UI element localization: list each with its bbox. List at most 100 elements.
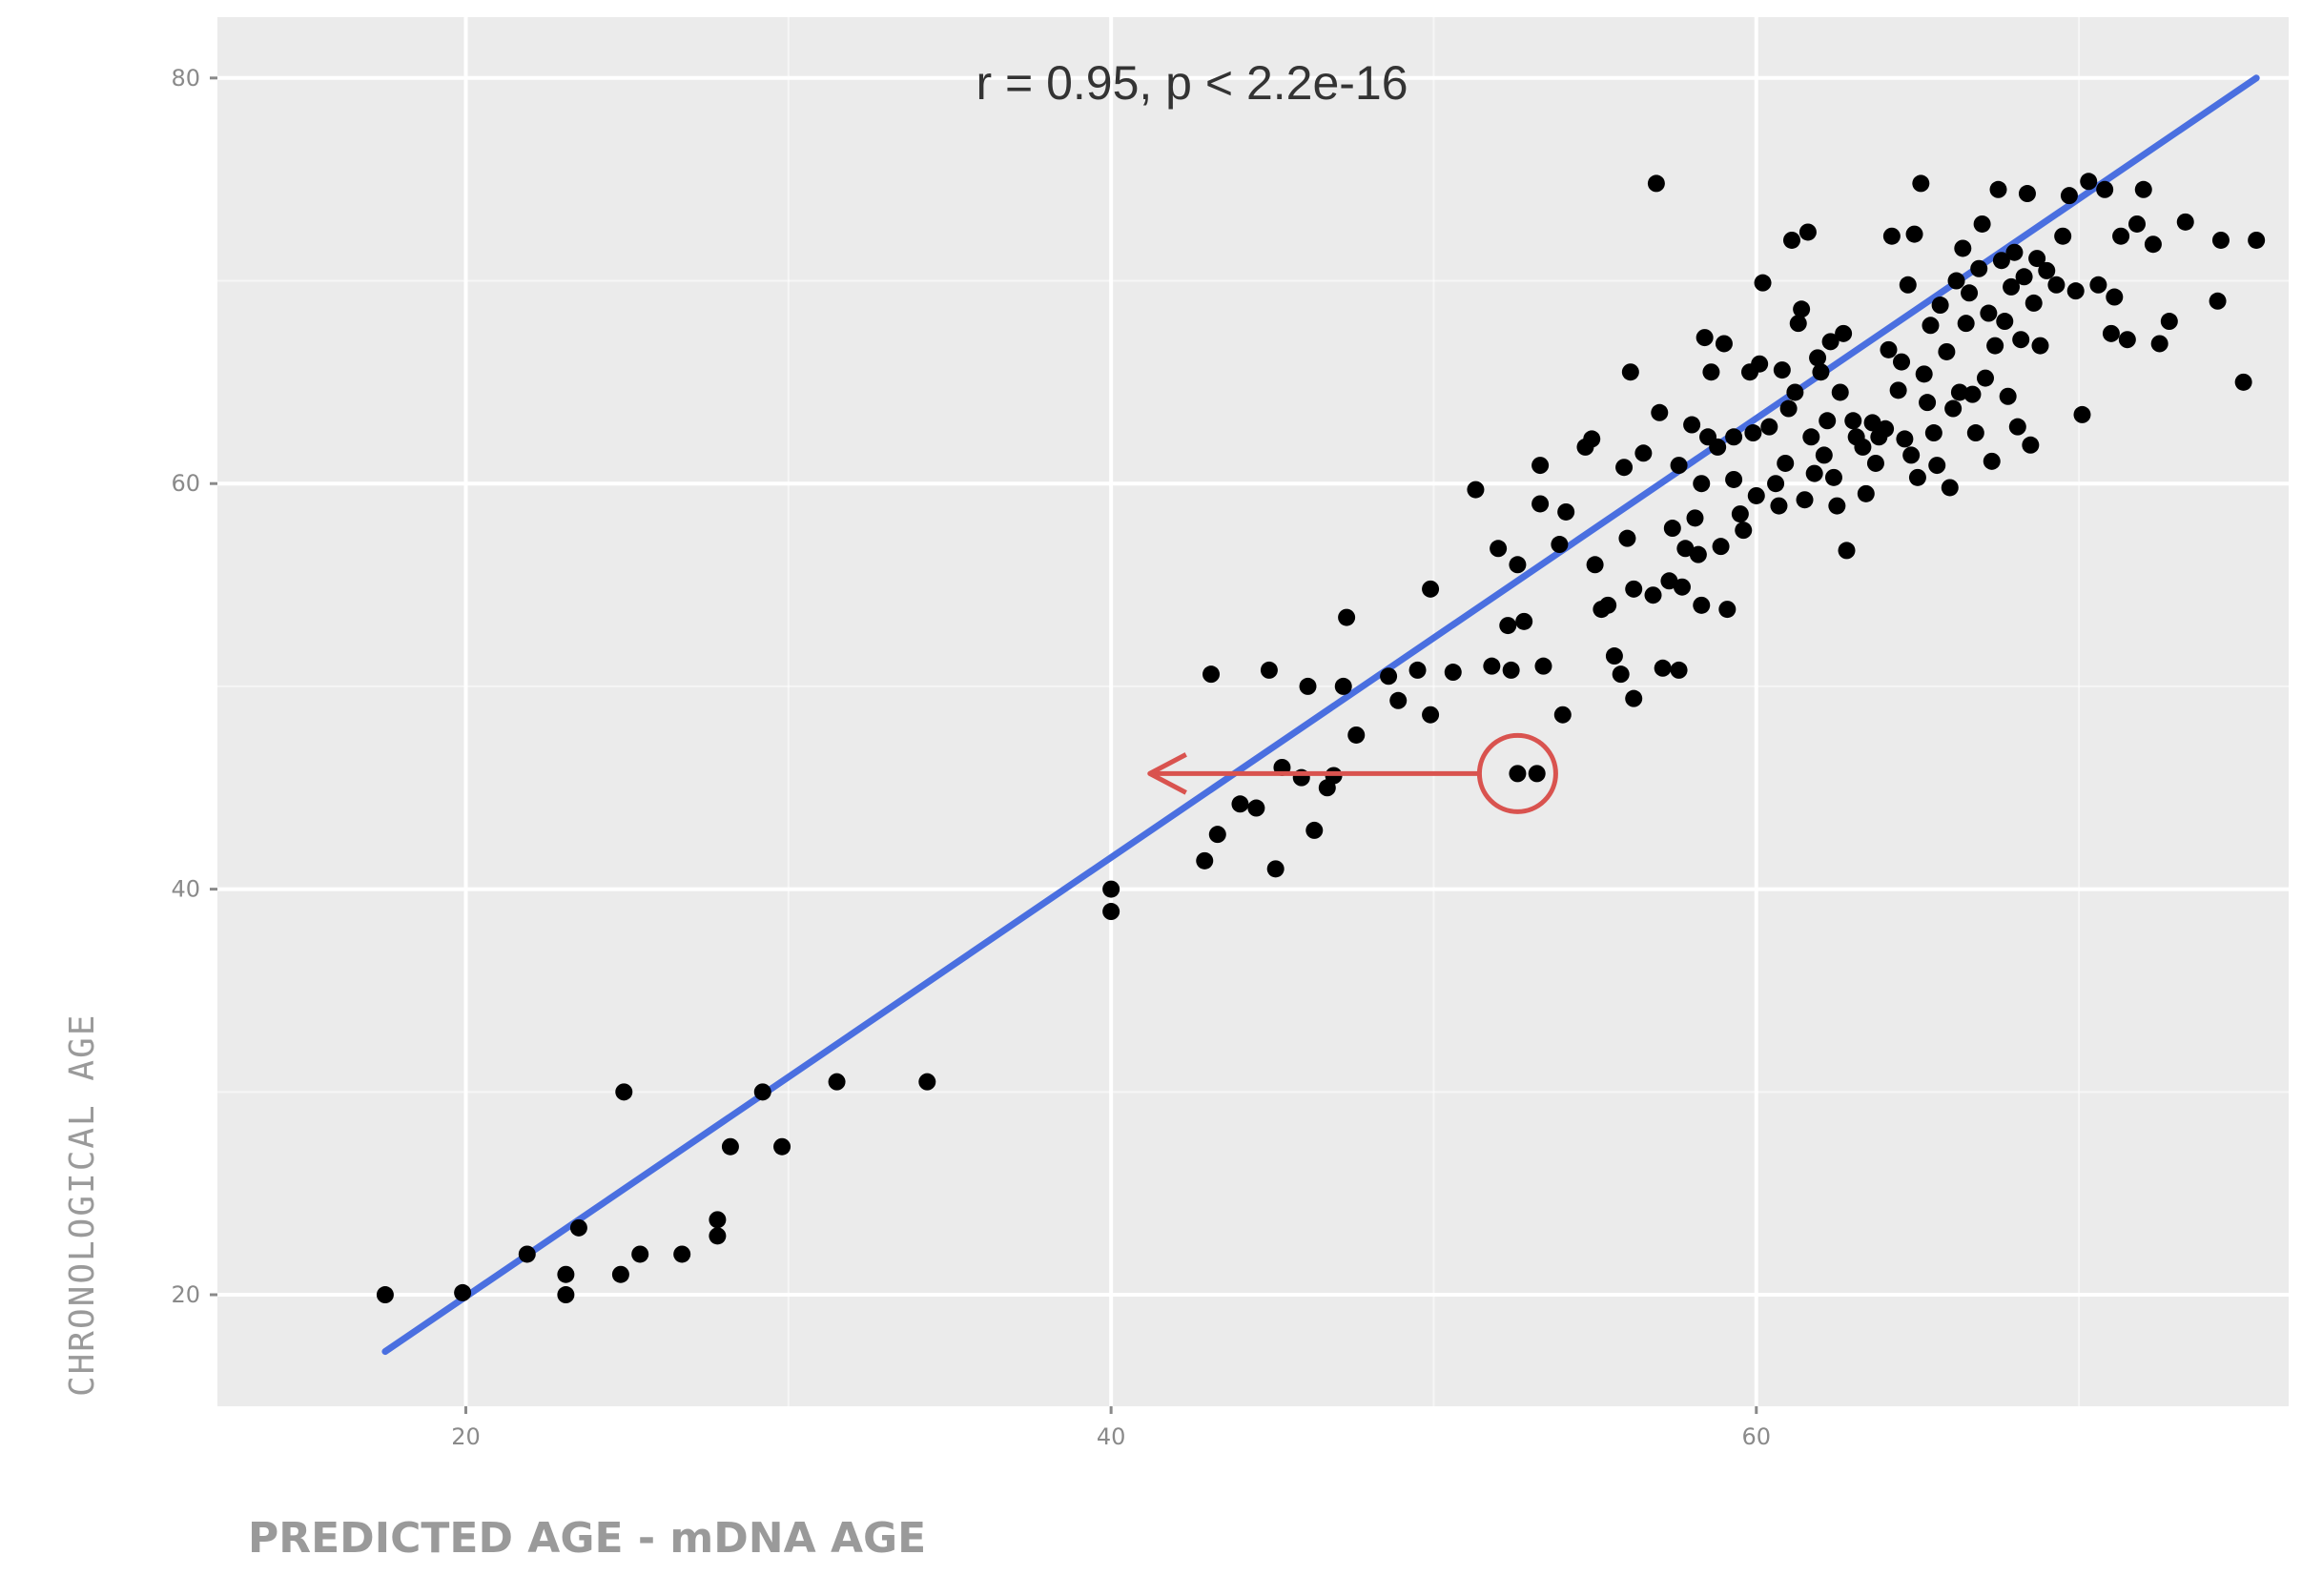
data-point [1693,475,1711,493]
data-point [1908,468,1926,486]
data-point [1831,383,1849,401]
data-point [1854,438,1872,456]
data-point [1731,505,1749,523]
data-points [376,173,2266,1304]
data-point [2096,180,2114,198]
data-point [1802,428,1820,446]
data-point [1531,495,1550,513]
data-point [1670,661,1688,679]
data-point [1347,726,1366,744]
data-point [1644,586,1662,604]
data-point [2102,324,2120,342]
data-point [1612,665,1630,684]
data-point [1789,315,1807,333]
data-point [631,1245,649,1263]
data-point [1880,340,1898,358]
data-point [1502,661,1520,679]
data-point [1744,424,1762,442]
data-point [1924,424,1942,442]
data-point [1893,353,1911,371]
data-point [1944,399,1963,418]
data-point [1305,821,1324,839]
data-point [1483,657,1501,675]
data-point [1422,580,1440,598]
data-point [611,1265,629,1283]
data-point [918,1073,936,1091]
data-point [1651,403,1669,421]
x-tick-label: 40 [1097,1423,1126,1450]
data-point [1947,272,1965,290]
data-point [2003,277,2021,296]
data-point [1976,369,1994,387]
data-point [1515,612,1533,630]
data-point [1408,661,1427,679]
data-point [2054,227,2072,245]
data-point [1618,529,1636,547]
data-point [557,1265,575,1283]
data-point [1812,363,1830,381]
x-tick-label: 20 [451,1423,481,1450]
data-point [1754,274,1772,292]
data-point [1938,342,1956,360]
plot-panel [217,17,2289,1406]
data-point [1509,556,1527,574]
data-point [1819,412,1837,430]
data-point [1634,444,1653,462]
data-point [1950,383,1968,401]
data-point [1586,556,1604,574]
data-point [2209,292,2227,310]
data-point [2022,436,2040,454]
data-point [2015,268,2033,286]
data-point [709,1227,727,1245]
y-tick-label: 80 [171,65,200,92]
data-point [1715,335,1733,353]
data-point [1999,387,2017,405]
data-point [1905,225,1923,243]
data-point [1941,479,1959,497]
data-point [1615,459,1634,477]
data-point [709,1211,727,1229]
data-point [1654,659,1672,677]
data-point [1689,545,1707,563]
data-point [1805,464,1823,482]
data-point [2031,337,2049,355]
regression-line [381,74,2260,1356]
data-point [1767,475,1785,493]
data-point [1102,903,1120,921]
data-point [1621,363,1639,381]
data-point [2012,331,2030,349]
y-tick-label: 60 [171,470,200,497]
data-point [2025,294,2043,312]
data-point [569,1218,587,1237]
data-point [1670,457,1688,475]
data-point [828,1073,846,1091]
correlation-annotation: r = 0.95, p < 2.2e-16 [976,56,1408,110]
data-point [2008,418,2026,436]
data-point [2211,231,2230,249]
data-point [1702,363,1720,381]
data-point [2160,313,2178,331]
data-point [1260,661,1278,679]
data-point [1380,667,1398,685]
data-point [1334,677,1352,695]
data-point [2144,235,2162,254]
data-point [1534,657,1552,675]
data-point [1922,317,1940,335]
data-point [1989,180,2007,198]
axis-ticks: 20 40 60 20 40 60 80 [171,65,1771,1450]
data-point [1896,430,1914,448]
data-point [1915,365,1933,383]
data-point [1996,313,2014,331]
x-axis-label: PREDICTED AGE - mDNA AGE [248,1514,926,1563]
data-point [1625,689,1643,707]
data-point [673,1245,691,1263]
data-point [1499,617,1517,635]
data-point [1877,419,1895,438]
data-point [1889,381,1907,399]
y-axis-label: CHRONOLOGICAL AGE [63,1013,102,1397]
data-point [1583,430,1601,448]
data-point [1838,542,1856,560]
data-point [2118,331,2136,349]
data-point [2018,185,2036,203]
data-point [1338,608,1356,626]
